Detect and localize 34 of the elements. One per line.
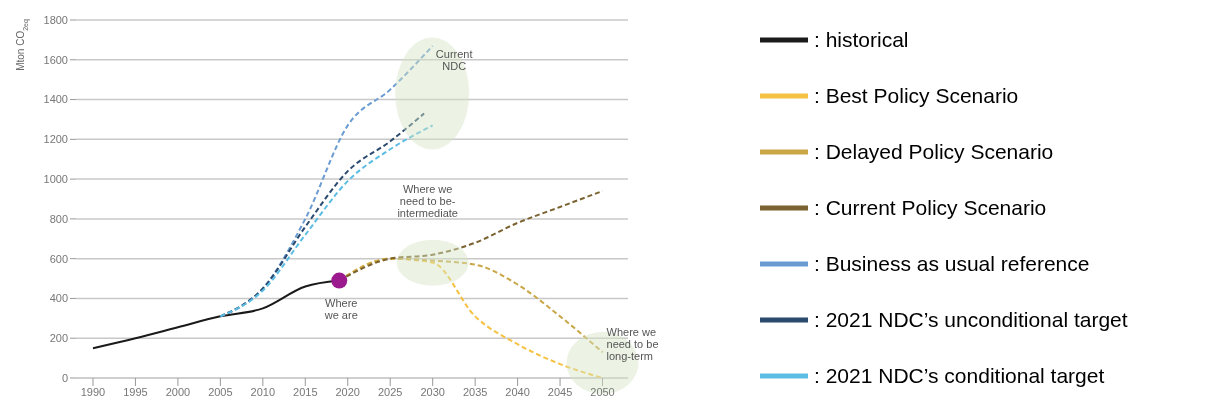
y-tick-label: 600: [49, 252, 68, 265]
y-tick-label: 1400: [43, 93, 68, 106]
legend-label: : 2021 NDC’s unconditional target: [814, 308, 1128, 332]
legend-label: : 2021 NDC’s conditional target: [814, 364, 1105, 388]
x-tick-label: 2000: [165, 385, 191, 398]
legend-label: : Business as usual reference: [814, 252, 1090, 276]
x-tick-label: 2010: [250, 385, 276, 398]
x-tick-label: 2005: [208, 385, 233, 398]
annotation: Where we are: [323, 296, 358, 321]
x-tick-label: 2015: [293, 385, 318, 398]
y-tick-label: 0: [61, 371, 68, 384]
y-tick-label: 800: [49, 212, 68, 225]
x-tick-label: 1990: [80, 385, 106, 398]
y-tick-label: 200: [49, 332, 68, 345]
legend-label: : Current Policy Scenario: [814, 196, 1047, 220]
annotation: Current NDC: [435, 48, 473, 73]
x-tick-label: 2040: [505, 385, 530, 398]
legend-label: : Best Policy Scenario: [814, 84, 1019, 108]
x-tick-label: 2020: [335, 385, 360, 398]
annotation: Where we need to be- intermediate: [397, 182, 458, 219]
y-tick-label: 1800: [43, 13, 68, 26]
y-tick-label: 1000: [43, 173, 68, 186]
y-tick-label: 1600: [43, 53, 68, 66]
y-tick-label: 1200: [43, 133, 68, 146]
x-tick-label: 2050: [590, 385, 615, 398]
y-tick-label: 400: [49, 292, 68, 305]
x-tick-label: 1995: [123, 385, 148, 398]
legend-label: : historical: [814, 28, 909, 52]
x-tick-label: 2045: [547, 385, 573, 398]
annotation: Where we need to be long-term: [606, 326, 659, 362]
x-tick-label: 2035: [462, 385, 488, 398]
x-tick-label: 2025: [377, 385, 403, 398]
legend-label: : Delayed Policy Scenario: [814, 140, 1054, 164]
x-tick-label: 2030: [420, 385, 445, 398]
